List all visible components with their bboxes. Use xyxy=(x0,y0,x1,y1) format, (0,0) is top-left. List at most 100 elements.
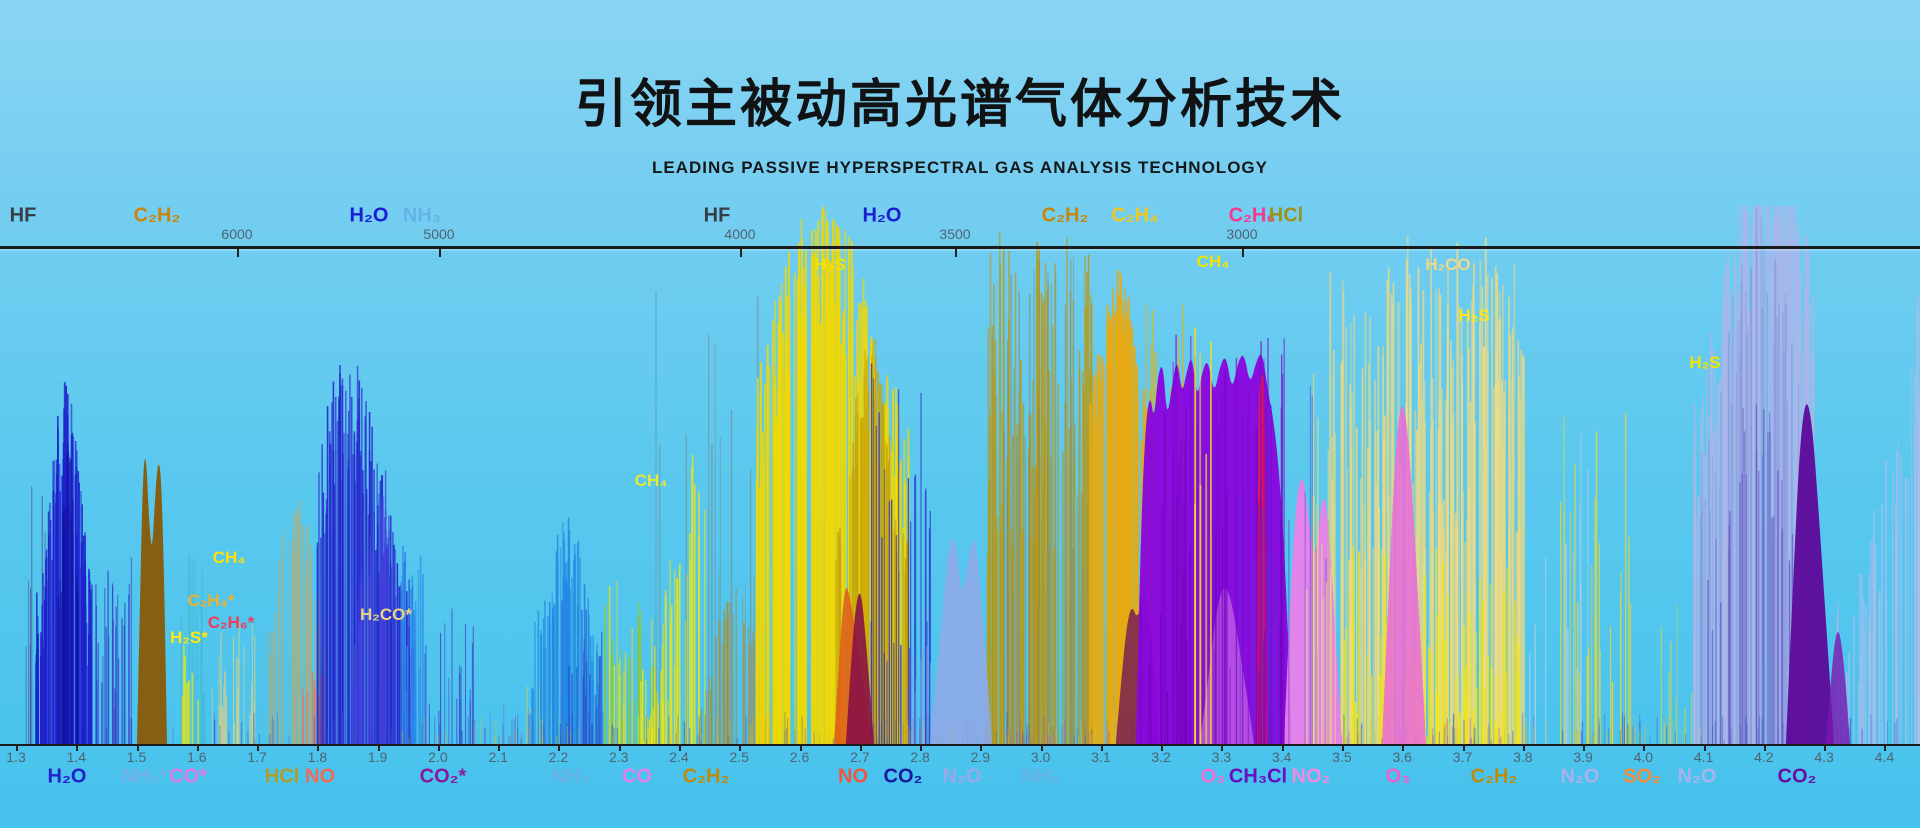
wavelength-tick-mark xyxy=(1100,744,1103,751)
wavelength-tick-label: 3.0 xyxy=(1030,749,1051,765)
spectral-band xyxy=(640,454,706,744)
gas-label-bottom: N₂O xyxy=(1677,765,1717,788)
wavelength-tick-label: 1.8 xyxy=(307,749,328,765)
gas-label-bottom: N₂O xyxy=(1560,765,1600,788)
wavelength-tick-label: 1.7 xyxy=(247,749,267,765)
gas-label-plot: H₂S xyxy=(814,255,846,274)
wavelength-tick-mark xyxy=(498,744,501,751)
spectral-band xyxy=(870,363,931,744)
spectral-band xyxy=(1194,327,1212,744)
wavelength-tick-mark xyxy=(76,744,79,751)
wavelength-tick-label: 1.4 xyxy=(66,749,87,765)
spectral-band xyxy=(181,645,199,744)
wavenumber-tick-mark xyxy=(955,249,957,257)
gas-label-top: C₂H₂ xyxy=(1041,204,1089,227)
wavelength-tick-mark xyxy=(1583,744,1585,751)
gas-label-bottom: NO xyxy=(838,765,868,788)
wavelength-tick-label: 3.5 xyxy=(1332,749,1352,765)
wavelength-tick-mark xyxy=(618,744,621,751)
wavelength-tick-label: 4.0 xyxy=(1633,749,1654,765)
wavelength-tick-mark xyxy=(1341,744,1344,751)
spectral-blob xyxy=(1786,404,1834,744)
spectral-band xyxy=(401,545,424,744)
spectral-band xyxy=(755,206,910,744)
wavelength-tick-mark xyxy=(1040,744,1043,751)
gas-label-top: C₂H₂ xyxy=(133,204,181,227)
gas-label-bottom: NO₂ xyxy=(1291,765,1331,788)
spectral-band xyxy=(483,704,529,744)
wavelength-tick-mark xyxy=(196,744,199,751)
wavenumber-tick-mark xyxy=(237,249,239,257)
gas-label-plot: C₂H₄* xyxy=(187,591,235,610)
gas-label-bottom: O₃ xyxy=(1200,765,1226,788)
wavelength-tick-label: 3.9 xyxy=(1573,749,1593,765)
spectral-band xyxy=(1559,412,1632,744)
wavelength-tick-label: 3.4 xyxy=(1271,749,1292,765)
wavelength-tick-mark xyxy=(437,744,440,751)
wavelength-tick-label: 4.3 xyxy=(1814,749,1834,765)
wavelength-tick-mark xyxy=(16,744,18,751)
spectral-band xyxy=(906,608,932,744)
spectral-blob xyxy=(1136,354,1292,744)
wavelength-tick-mark xyxy=(1763,744,1766,751)
gas-label-bottom: HCl xyxy=(264,765,300,788)
wavelength-tick-label: 2.2 xyxy=(548,749,569,765)
gas-label-plot: C₂H₆* xyxy=(207,613,255,632)
gas-label-bottom: SO₂ xyxy=(1623,765,1661,788)
gas-label-top: HF xyxy=(703,204,731,227)
wavelength-tick-mark xyxy=(136,744,139,751)
gas-label-plot: H₂CO* xyxy=(360,605,412,624)
wavelength-tick-label: 4.2 xyxy=(1754,749,1774,765)
wavelength-tick-label: 2.8 xyxy=(910,749,930,765)
gas-label-bottom: CO₂* xyxy=(419,765,467,788)
gas-label-bottom: C₂H₂ xyxy=(1470,765,1518,788)
gas-label-plot: H₂S* xyxy=(170,628,208,647)
page-subtitle: LEADING PASSIVE HYPERSPECTRAL GAS ANALYS… xyxy=(652,158,1268,177)
wavenumber-tick-mark xyxy=(439,249,441,257)
gas-label-bottom: NH₃ xyxy=(551,765,591,788)
spectral-band xyxy=(180,554,206,744)
wavelength-tick-label: 3.7 xyxy=(1452,749,1473,765)
gas-label-bottom: CO₂ xyxy=(883,765,923,788)
spectral-band xyxy=(424,608,474,744)
wavelength-tick-mark xyxy=(1824,744,1827,751)
wavelength-tick-mark xyxy=(1402,744,1405,751)
gas-label-plot: H₂S xyxy=(1689,353,1721,372)
wavelength-tick-label: 2.9 xyxy=(970,749,991,765)
wavelength-tick-mark xyxy=(1522,744,1525,751)
spectral-band xyxy=(155,712,1898,744)
wavelength-tick-label: 2.0 xyxy=(428,749,448,765)
gas-label-bottom: CO* xyxy=(169,765,207,788)
wavenumber-tick-mark xyxy=(740,249,742,257)
spectral-band xyxy=(1707,404,1794,744)
wavelength-tick-label: 2.3 xyxy=(608,749,629,765)
wavelength-tick-label: 3.2 xyxy=(1151,749,1171,765)
gas-label-bottom: N₂O xyxy=(942,765,982,788)
gas-label-bottom: CO xyxy=(622,765,652,788)
wavelength-tick-mark xyxy=(377,744,380,751)
spectral-blob xyxy=(1826,632,1850,744)
wavelength-tick-mark xyxy=(257,744,260,751)
wavelength-tick-label: 3.1 xyxy=(1091,749,1111,765)
wavelength-tick-mark xyxy=(739,744,742,751)
wavelength-tick-label: 2.5 xyxy=(729,749,749,765)
wavelength-tick-mark xyxy=(679,744,681,751)
wavelength-tick-mark xyxy=(317,744,320,751)
wavelength-tick-label: 2.4 xyxy=(669,749,689,765)
gas-label-top: H₂O xyxy=(862,204,902,227)
gas-label-top: NH₃ xyxy=(402,204,442,227)
wavelength-tick-label: 3.8 xyxy=(1513,749,1533,765)
spectral-blob xyxy=(846,593,874,744)
gas-label-bottom: NH₃* xyxy=(121,765,167,788)
wavelength-tick-label: 2.7 xyxy=(850,749,870,765)
spectral-blob xyxy=(930,538,992,744)
wavenumber-tick-label: 4000 xyxy=(724,226,756,242)
wavelength-tick-label: 3.6 xyxy=(1392,749,1412,765)
gas-label-plot: CH₄ xyxy=(1196,252,1230,271)
wavelength-axis-line xyxy=(0,744,1920,746)
wavelength-tick-mark xyxy=(920,744,923,751)
wavelength-tick-label: 4.4 xyxy=(1874,749,1895,765)
spectral-blob xyxy=(1382,406,1426,744)
wavelength-tick-mark xyxy=(1884,744,1887,751)
